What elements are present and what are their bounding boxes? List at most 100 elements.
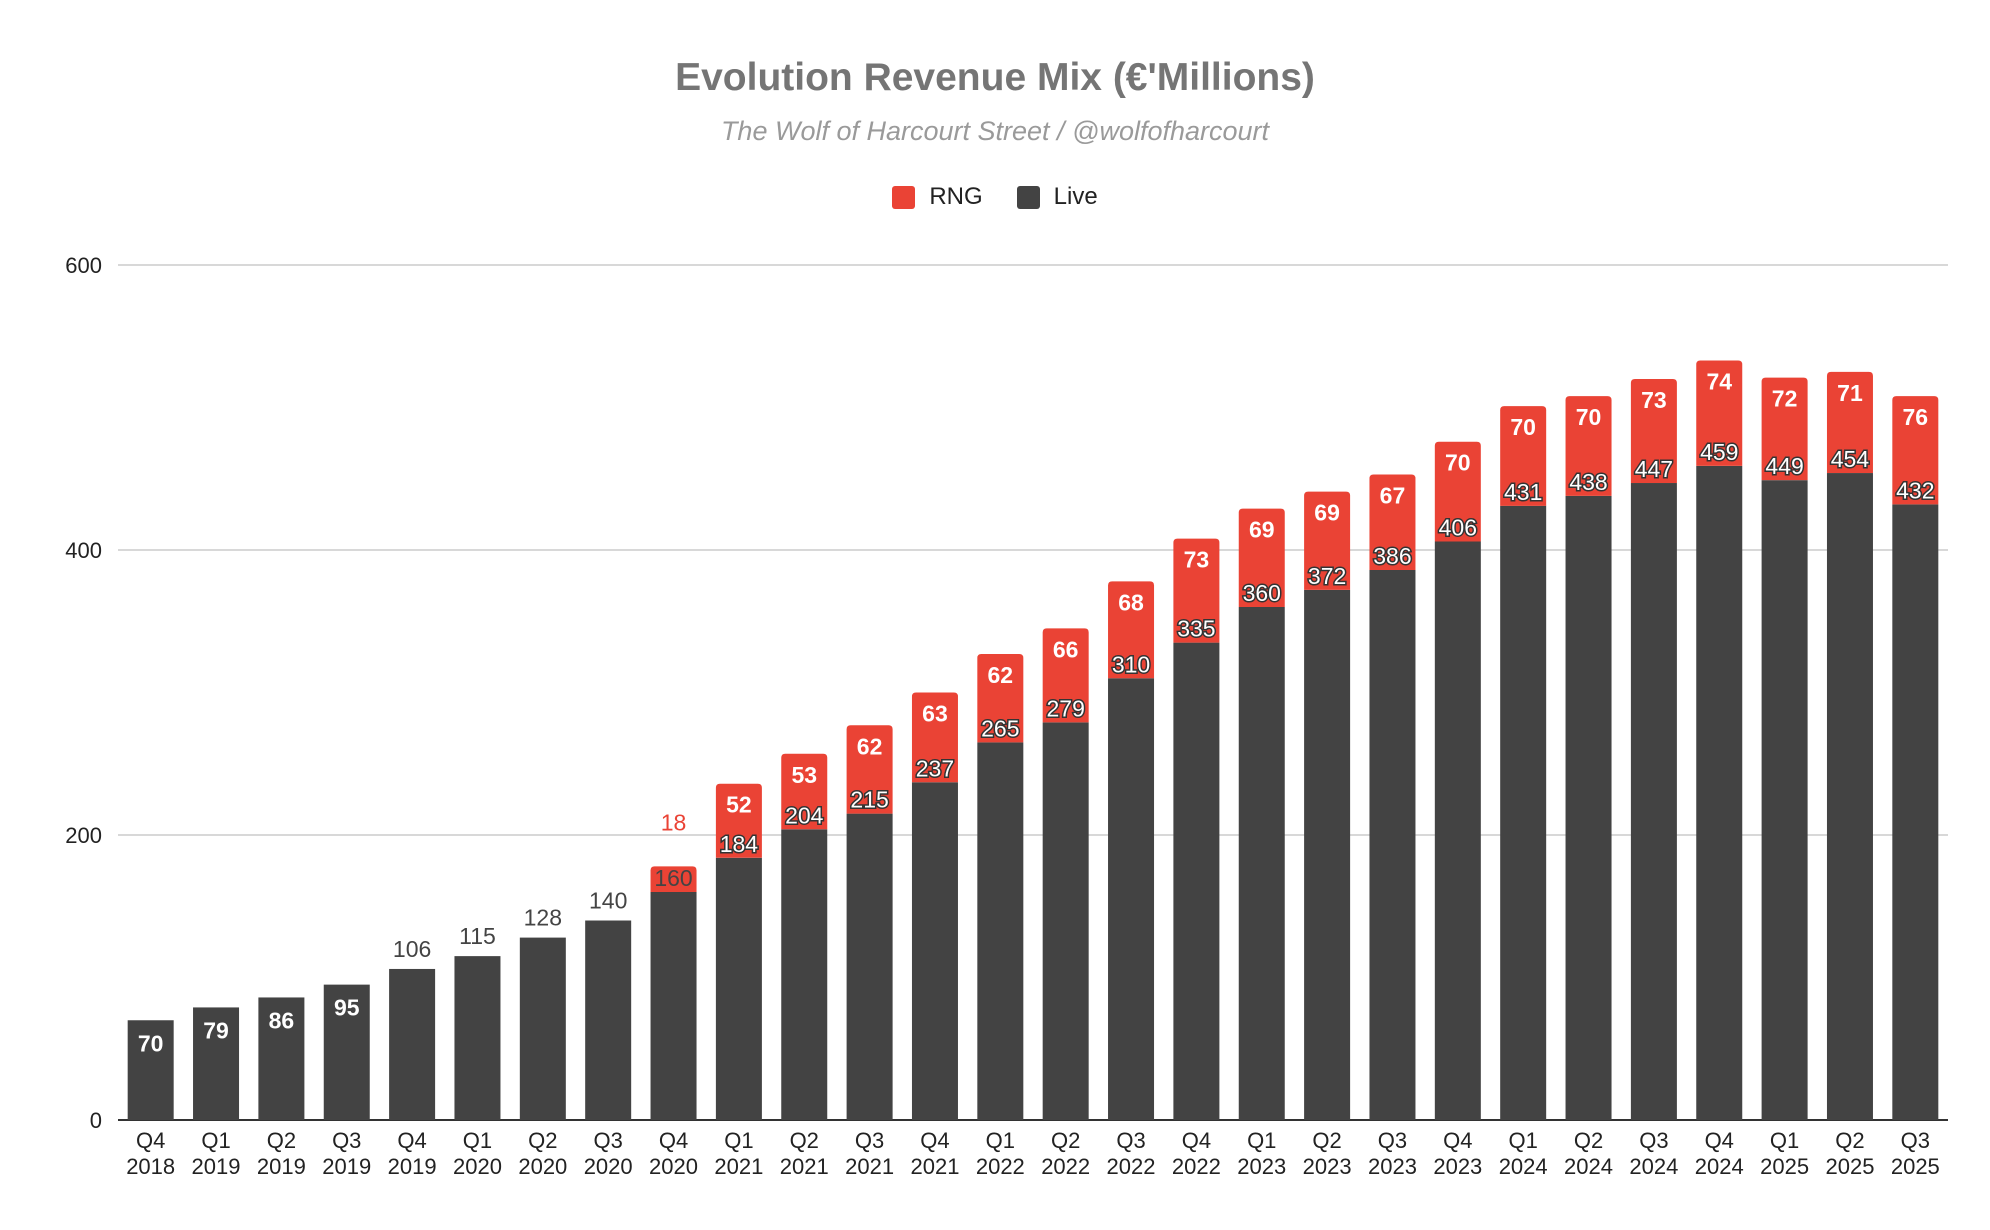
x-tick-label-year: 2024: [1629, 1154, 1678, 1179]
y-tick-label: 0: [90, 1108, 102, 1133]
data-label-live: 70: [138, 1030, 164, 1056]
x-tick-label-year: 2024: [1499, 1154, 1548, 1179]
x-tick-label-quarter: Q4: [136, 1128, 165, 1153]
x-tick-label-year: 2018: [126, 1154, 175, 1179]
x-tick-label-year: 2019: [192, 1154, 241, 1179]
x-tick-label-year: 2020: [453, 1154, 502, 1179]
x-tick-label-year: 2023: [1237, 1154, 1286, 1179]
bar-rng: [1630, 379, 1677, 484]
bar-rng: [650, 866, 697, 892]
data-label-live: 184: [720, 831, 759, 857]
x-tick-label-quarter: Q2: [1835, 1128, 1864, 1153]
legend-item-live: Live: [1016, 183, 1098, 211]
x-tick-label-quarter: Q4: [1182, 1128, 1211, 1153]
bar-live: [1173, 642, 1220, 1120]
bar-live: [650, 892, 697, 1120]
x-tick-label-year: 2025: [1825, 1154, 1874, 1179]
chart-legend: RNG Live: [0, 183, 1990, 211]
x-tick-label-quarter: Q3: [1639, 1128, 1668, 1153]
x-tick-label-year: 2020: [518, 1154, 567, 1179]
data-label-rng: 63: [922, 701, 948, 727]
data-label-live: 310: [1112, 651, 1150, 677]
data-label-rng: 74: [1706, 368, 1732, 394]
bar-rng: [977, 654, 1024, 743]
bar-rng: [1304, 491, 1351, 590]
x-tick-label-year: 2021: [714, 1154, 763, 1179]
bar-rng: [1434, 441, 1481, 542]
bar-live: [1238, 607, 1285, 1120]
y-tick-label: 400: [65, 538, 102, 563]
x-tick-label-year: 2023: [1433, 1154, 1482, 1179]
bar-rng: [1565, 396, 1612, 496]
x-tick-label-quarter: Q1: [1508, 1128, 1537, 1153]
x-tick-label-year: 2022: [976, 1154, 1025, 1179]
data-label-live: 438: [1569, 469, 1607, 495]
x-tick-label-year: 2021: [845, 1154, 894, 1179]
bar-rng: [911, 692, 958, 783]
x-tick-label-quarter: Q1: [724, 1128, 753, 1153]
data-label-rng: 70: [1510, 414, 1536, 440]
x-tick-label-year: 2025: [1891, 1154, 1940, 1179]
x-tick-label-quarter: Q3: [593, 1128, 622, 1153]
data-label-rng: 73: [1641, 387, 1667, 413]
data-label-live: 335: [1177, 616, 1215, 642]
data-label-live: 215: [850, 787, 888, 813]
bar-live: [193, 1007, 240, 1120]
data-label-rng: 72: [1772, 386, 1798, 412]
x-tick-label-quarter: Q4: [1443, 1128, 1472, 1153]
x-tick-label-year: 2022: [1107, 1154, 1156, 1179]
x-tick-label-quarter: Q3: [1116, 1128, 1145, 1153]
bar-live: [846, 813, 893, 1120]
chart-subtitle: The Wolf of Harcourt Street / @wolfofhar…: [720, 116, 1270, 146]
bar-live: [781, 829, 828, 1120]
x-tick-label-quarter: Q3: [1901, 1128, 1930, 1153]
data-label-rng: 73: [1184, 547, 1210, 573]
x-tick-label-year: 2024: [1564, 1154, 1613, 1179]
bar-live: [519, 937, 566, 1120]
x-tick-label-year: 2022: [1172, 1154, 1221, 1179]
data-label-live: 265: [981, 715, 1019, 741]
data-label-rng: 76: [1903, 404, 1929, 430]
data-label-live: 86: [269, 1007, 295, 1033]
legend-swatch-rng: [892, 185, 916, 209]
bar-live: [715, 857, 762, 1120]
data-label-live: 431: [1504, 479, 1542, 505]
bar-live: [911, 782, 958, 1120]
data-label-live: 237: [916, 755, 954, 781]
x-tick-label-quarter: Q2: [1574, 1128, 1603, 1153]
bar-live: [127, 1020, 174, 1120]
x-tick-label-quarter: Q3: [1378, 1128, 1407, 1153]
bar-rng: [1173, 538, 1220, 643]
x-tick-label-year: 2019: [322, 1154, 371, 1179]
bar-live: [454, 956, 501, 1120]
data-label-rng: 71: [1837, 380, 1863, 406]
data-label-live: 95: [334, 995, 360, 1021]
data-label-live: 454: [1831, 446, 1870, 472]
bar-live: [1108, 678, 1155, 1120]
x-tick-label-year: 2020: [584, 1154, 633, 1179]
bar-rng: [1108, 581, 1155, 679]
bar-rng: [846, 725, 893, 814]
data-label-live: 432: [1896, 477, 1934, 503]
x-tick-label-year: 2020: [649, 1154, 698, 1179]
data-label-live: 449: [1765, 453, 1803, 479]
data-label-live: 459: [1700, 439, 1738, 465]
chart-title: Evolution Revenue Mix (€'Millions): [675, 56, 1315, 99]
bar-rng: [1696, 360, 1743, 466]
data-label-rng: 62: [988, 662, 1014, 688]
x-tick-label-quarter: Q1: [1770, 1128, 1799, 1153]
y-tick-label: 200: [65, 823, 102, 848]
x-tick-label-quarter: Q1: [986, 1128, 1015, 1153]
data-label-live: 79: [203, 1017, 229, 1043]
data-label-rng: 18: [661, 809, 687, 835]
bar-live: [585, 920, 632, 1120]
bar-live: [1042, 722, 1089, 1120]
bar-live: [1434, 541, 1481, 1120]
bar-live: [389, 968, 436, 1120]
data-label-rng: 62: [857, 733, 883, 759]
bar-live: [1826, 473, 1873, 1120]
data-label-rng: 67: [1380, 482, 1406, 508]
bar-live: [1761, 480, 1808, 1120]
x-tick-label-quarter: Q1: [463, 1128, 492, 1153]
